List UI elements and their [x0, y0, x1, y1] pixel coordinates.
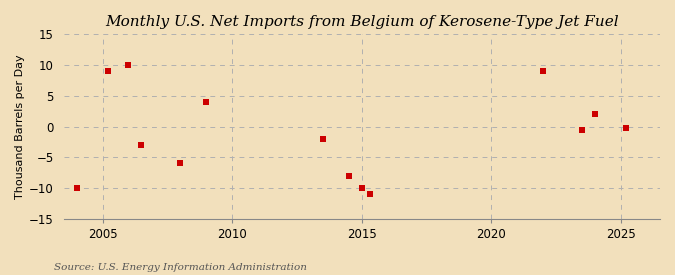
Point: [344, 174, 354, 178]
Title: Monthly U.S. Net Imports from Belgium of Kerosene-Type Jet Fuel: Monthly U.S. Net Imports from Belgium of…: [105, 15, 618, 29]
Point: [201, 100, 212, 104]
Text: Source: U.S. Energy Information Administration: Source: U.S. Energy Information Administ…: [54, 263, 307, 272]
Point: [364, 192, 375, 196]
Y-axis label: Thousand Barrels per Day: Thousand Barrels per Day: [15, 54, 25, 199]
Point: [103, 69, 113, 73]
Point: [356, 186, 367, 190]
Point: [136, 143, 147, 147]
Point: [317, 137, 328, 141]
Point: [175, 161, 186, 166]
Point: [123, 63, 134, 67]
Point: [621, 126, 632, 130]
Point: [71, 186, 82, 190]
Point: [577, 127, 588, 132]
Point: [538, 69, 549, 73]
Point: [590, 112, 601, 116]
